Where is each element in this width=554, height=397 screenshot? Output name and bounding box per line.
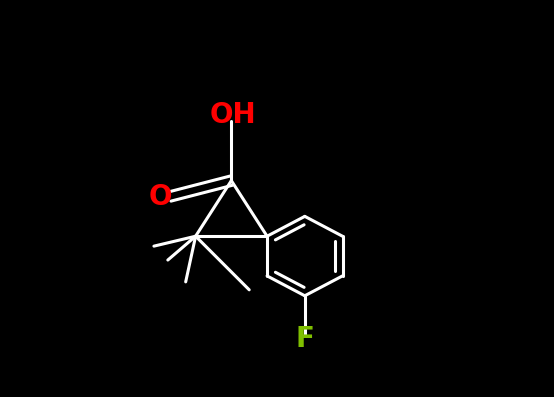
Text: F: F [295,326,314,353]
Text: OH: OH [210,101,257,129]
Text: O: O [148,183,172,210]
